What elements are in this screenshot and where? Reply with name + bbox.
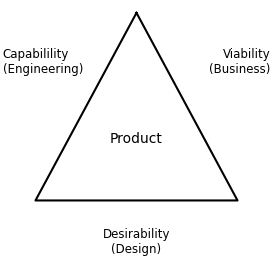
Text: Product: Product (110, 132, 163, 146)
Text: Capabilility
(Engineering): Capabilility (Engineering) (3, 48, 83, 76)
Text: Viability
(Business): Viability (Business) (209, 48, 270, 76)
Text: Desirability
(Design): Desirability (Design) (103, 228, 170, 255)
